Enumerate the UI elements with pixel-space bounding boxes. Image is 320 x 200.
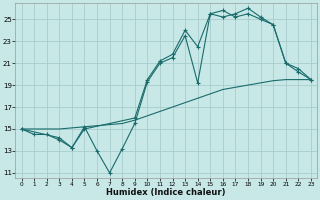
- X-axis label: Humidex (Indice chaleur): Humidex (Indice chaleur): [107, 188, 226, 197]
